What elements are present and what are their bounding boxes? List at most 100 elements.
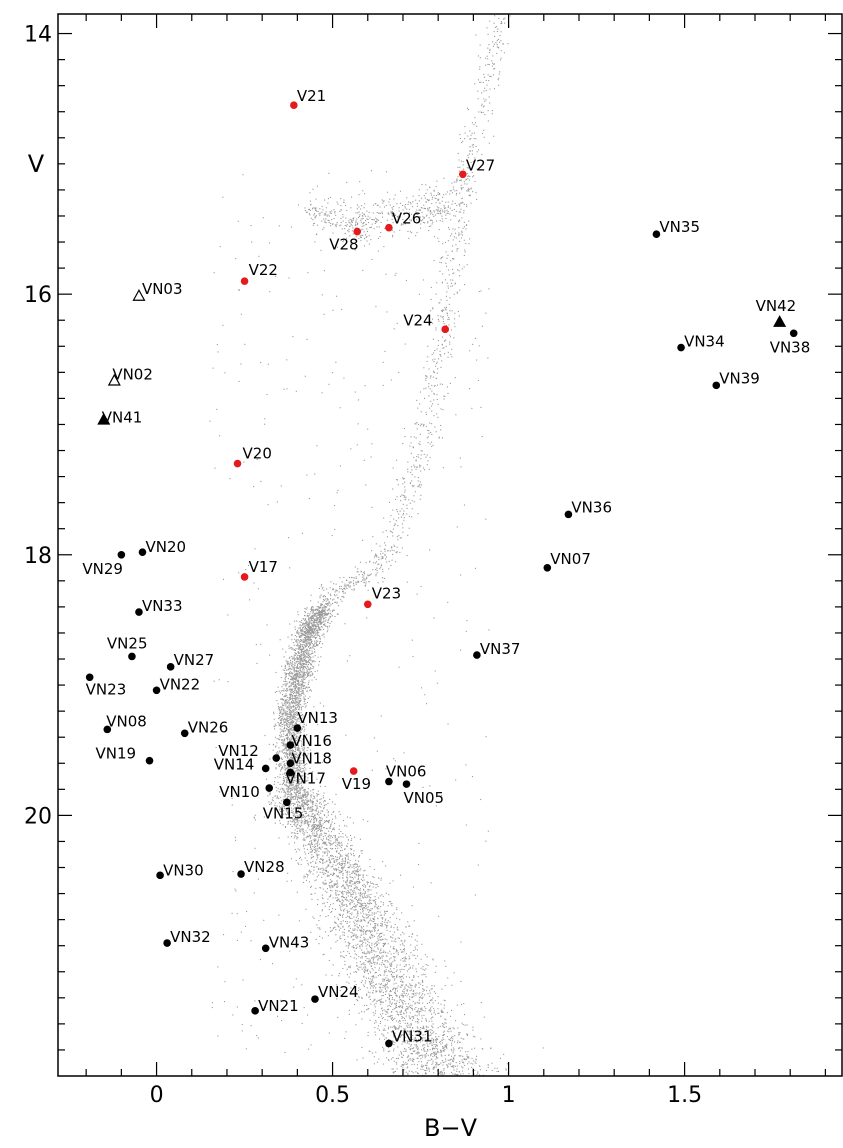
field-star [276, 690, 278, 692]
field-star [459, 134, 461, 136]
field-star [502, 43, 504, 45]
field-star [317, 807, 319, 809]
field-star [283, 743, 285, 745]
field-star [300, 648, 302, 650]
field-star [413, 436, 415, 438]
field-star [304, 637, 306, 639]
field-star [405, 976, 407, 978]
field-star [317, 612, 319, 614]
field-star [400, 976, 402, 978]
field-star [445, 214, 447, 216]
field-star [311, 610, 313, 612]
field-star [364, 964, 366, 966]
field-star [462, 164, 464, 166]
field-star [330, 855, 332, 857]
field-star [297, 785, 299, 787]
field-star [439, 270, 441, 272]
field-star [396, 479, 398, 481]
field-star [384, 944, 386, 946]
field-star [307, 697, 309, 699]
field-star [366, 969, 368, 971]
field-star [309, 690, 311, 692]
field-star [288, 701, 290, 703]
field-star [432, 196, 434, 198]
field-star [294, 659, 296, 661]
field-star [290, 718, 292, 720]
field-star [356, 965, 358, 967]
field-star [287, 726, 289, 728]
field-star [283, 709, 285, 711]
field-star [285, 746, 287, 748]
field-star [308, 803, 310, 805]
field-star [338, 894, 340, 896]
field-star [440, 424, 442, 426]
field-star [396, 536, 398, 538]
field-star [417, 213, 419, 215]
field-star [320, 603, 322, 605]
field-star [431, 1013, 433, 1015]
field-star [290, 676, 292, 678]
field-star [439, 220, 441, 222]
field-star [296, 736, 298, 738]
field-star [429, 213, 431, 215]
field-star [376, 1061, 378, 1063]
field-star [433, 392, 435, 394]
field-star [380, 974, 382, 976]
field-star [318, 607, 320, 609]
field-star [438, 358, 440, 360]
field-star [312, 635, 314, 637]
field-star [468, 167, 470, 169]
field-star [311, 652, 313, 654]
field-star [394, 990, 396, 992]
field-star [496, 40, 498, 42]
field-star [299, 732, 301, 734]
field-star [302, 679, 304, 681]
field-star [305, 637, 307, 639]
field-star [323, 873, 325, 875]
field-star [446, 282, 448, 284]
field-star [301, 655, 303, 657]
field-star [316, 210, 318, 212]
field-star [472, 146, 474, 148]
field-star [419, 209, 421, 211]
field-star [336, 246, 338, 248]
field-star [305, 780, 307, 782]
field-star [292, 741, 294, 743]
field-star [302, 618, 304, 620]
field-star [427, 429, 429, 431]
field-star [445, 309, 447, 311]
field-star [291, 702, 293, 704]
field-star [350, 581, 352, 583]
field-star [283, 760, 285, 762]
field-star [278, 714, 280, 716]
field-star [483, 136, 485, 138]
field-star [306, 621, 308, 623]
field-star [356, 954, 358, 956]
field-star [454, 312, 456, 314]
field-star [399, 1011, 401, 1013]
field-star [438, 213, 440, 215]
field-star [293, 767, 295, 769]
field-star [435, 1036, 437, 1038]
field-star [280, 735, 282, 737]
field-star [308, 646, 310, 648]
field-star [461, 230, 463, 232]
field-star [336, 201, 338, 203]
field-star [345, 222, 347, 224]
field-star [299, 672, 301, 674]
field-star [410, 1007, 412, 1009]
field-star [296, 636, 298, 638]
field-star [303, 765, 305, 767]
field-star [424, 1050, 426, 1052]
field-star [457, 269, 459, 271]
field-star [285, 714, 287, 716]
field-star [299, 781, 301, 783]
field-star [436, 195, 438, 197]
field-star [283, 779, 285, 781]
field-star [415, 983, 417, 985]
field-star [318, 664, 320, 666]
field-star [290, 659, 292, 661]
field-star [420, 494, 422, 496]
field-star [301, 801, 303, 803]
field-star [448, 1063, 450, 1065]
